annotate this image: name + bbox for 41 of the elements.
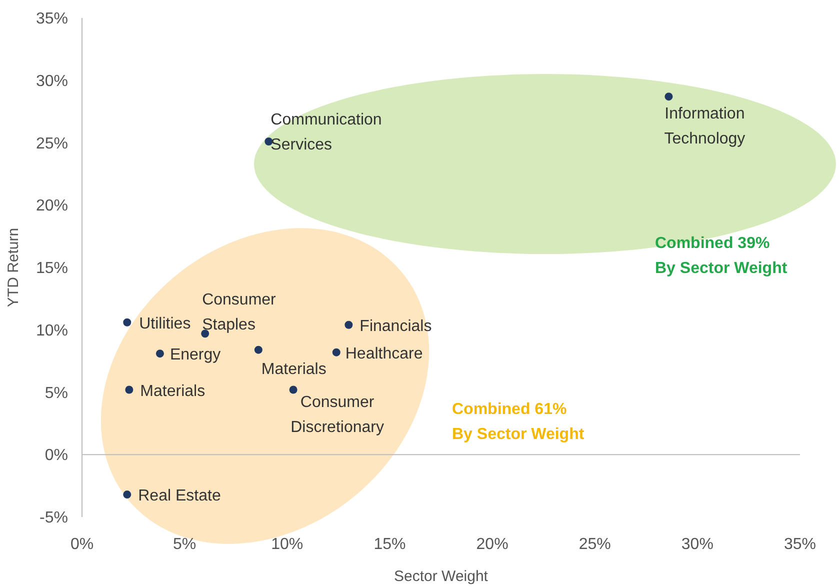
y-tick-label: 20%: [36, 198, 68, 215]
y-axis-title: YTD Return: [5, 228, 22, 308]
annotation: Combined 39% By Sector Weight: [655, 235, 788, 277]
annotation: Communication Services: [270, 112, 382, 154]
annotation: Information Technology: [664, 106, 746, 148]
x-tick-label: 15%: [374, 536, 406, 553]
x-axis-title: Sector Weight: [394, 568, 489, 585]
annotation: Combined 61% By Sector Weight: [452, 401, 585, 443]
x-tick-label: 25%: [578, 536, 611, 553]
y-tick-label: 15%: [36, 260, 68, 278]
y-tick-label: 25%: [36, 135, 68, 152]
annotation: Consumer Staples: [202, 292, 277, 334]
y-tick-label: 10%: [36, 322, 68, 340]
annotation: Materials: [140, 382, 206, 400]
annotation: Financials: [360, 318, 432, 335]
y-tick-label: 35%: [36, 10, 68, 28]
annotation: Energy: [170, 346, 221, 364]
point: [254, 346, 262, 354]
annotation: Healthcare: [345, 345, 423, 362]
annotation: Consumer Discretionary: [290, 394, 384, 436]
point: [156, 350, 164, 358]
point: [123, 490, 132, 499]
point: [332, 348, 340, 356]
x-tick-label: 20%: [476, 536, 508, 553]
annotation: Materials: [261, 360, 326, 378]
point: [125, 386, 134, 394]
point: [344, 320, 353, 329]
x-tick-label: 35%: [784, 536, 816, 553]
y-tick-label: 0%: [44, 447, 68, 464]
x-tick-label: 30%: [681, 536, 714, 553]
y-tick-label: -5%: [40, 510, 68, 527]
point: [664, 92, 673, 101]
y-tick-label: 5%: [44, 384, 68, 402]
annotation: Real Estate: [138, 488, 221, 505]
x-tick-label: 5%: [173, 536, 196, 553]
y-tick-label: 30%: [36, 72, 68, 90]
x-tick-label: 0%: [70, 536, 94, 553]
annotation: Utilities: [139, 315, 191, 332]
point: [123, 318, 132, 326]
point: [289, 386, 298, 394]
x-tick-label: 10%: [271, 536, 304, 553]
